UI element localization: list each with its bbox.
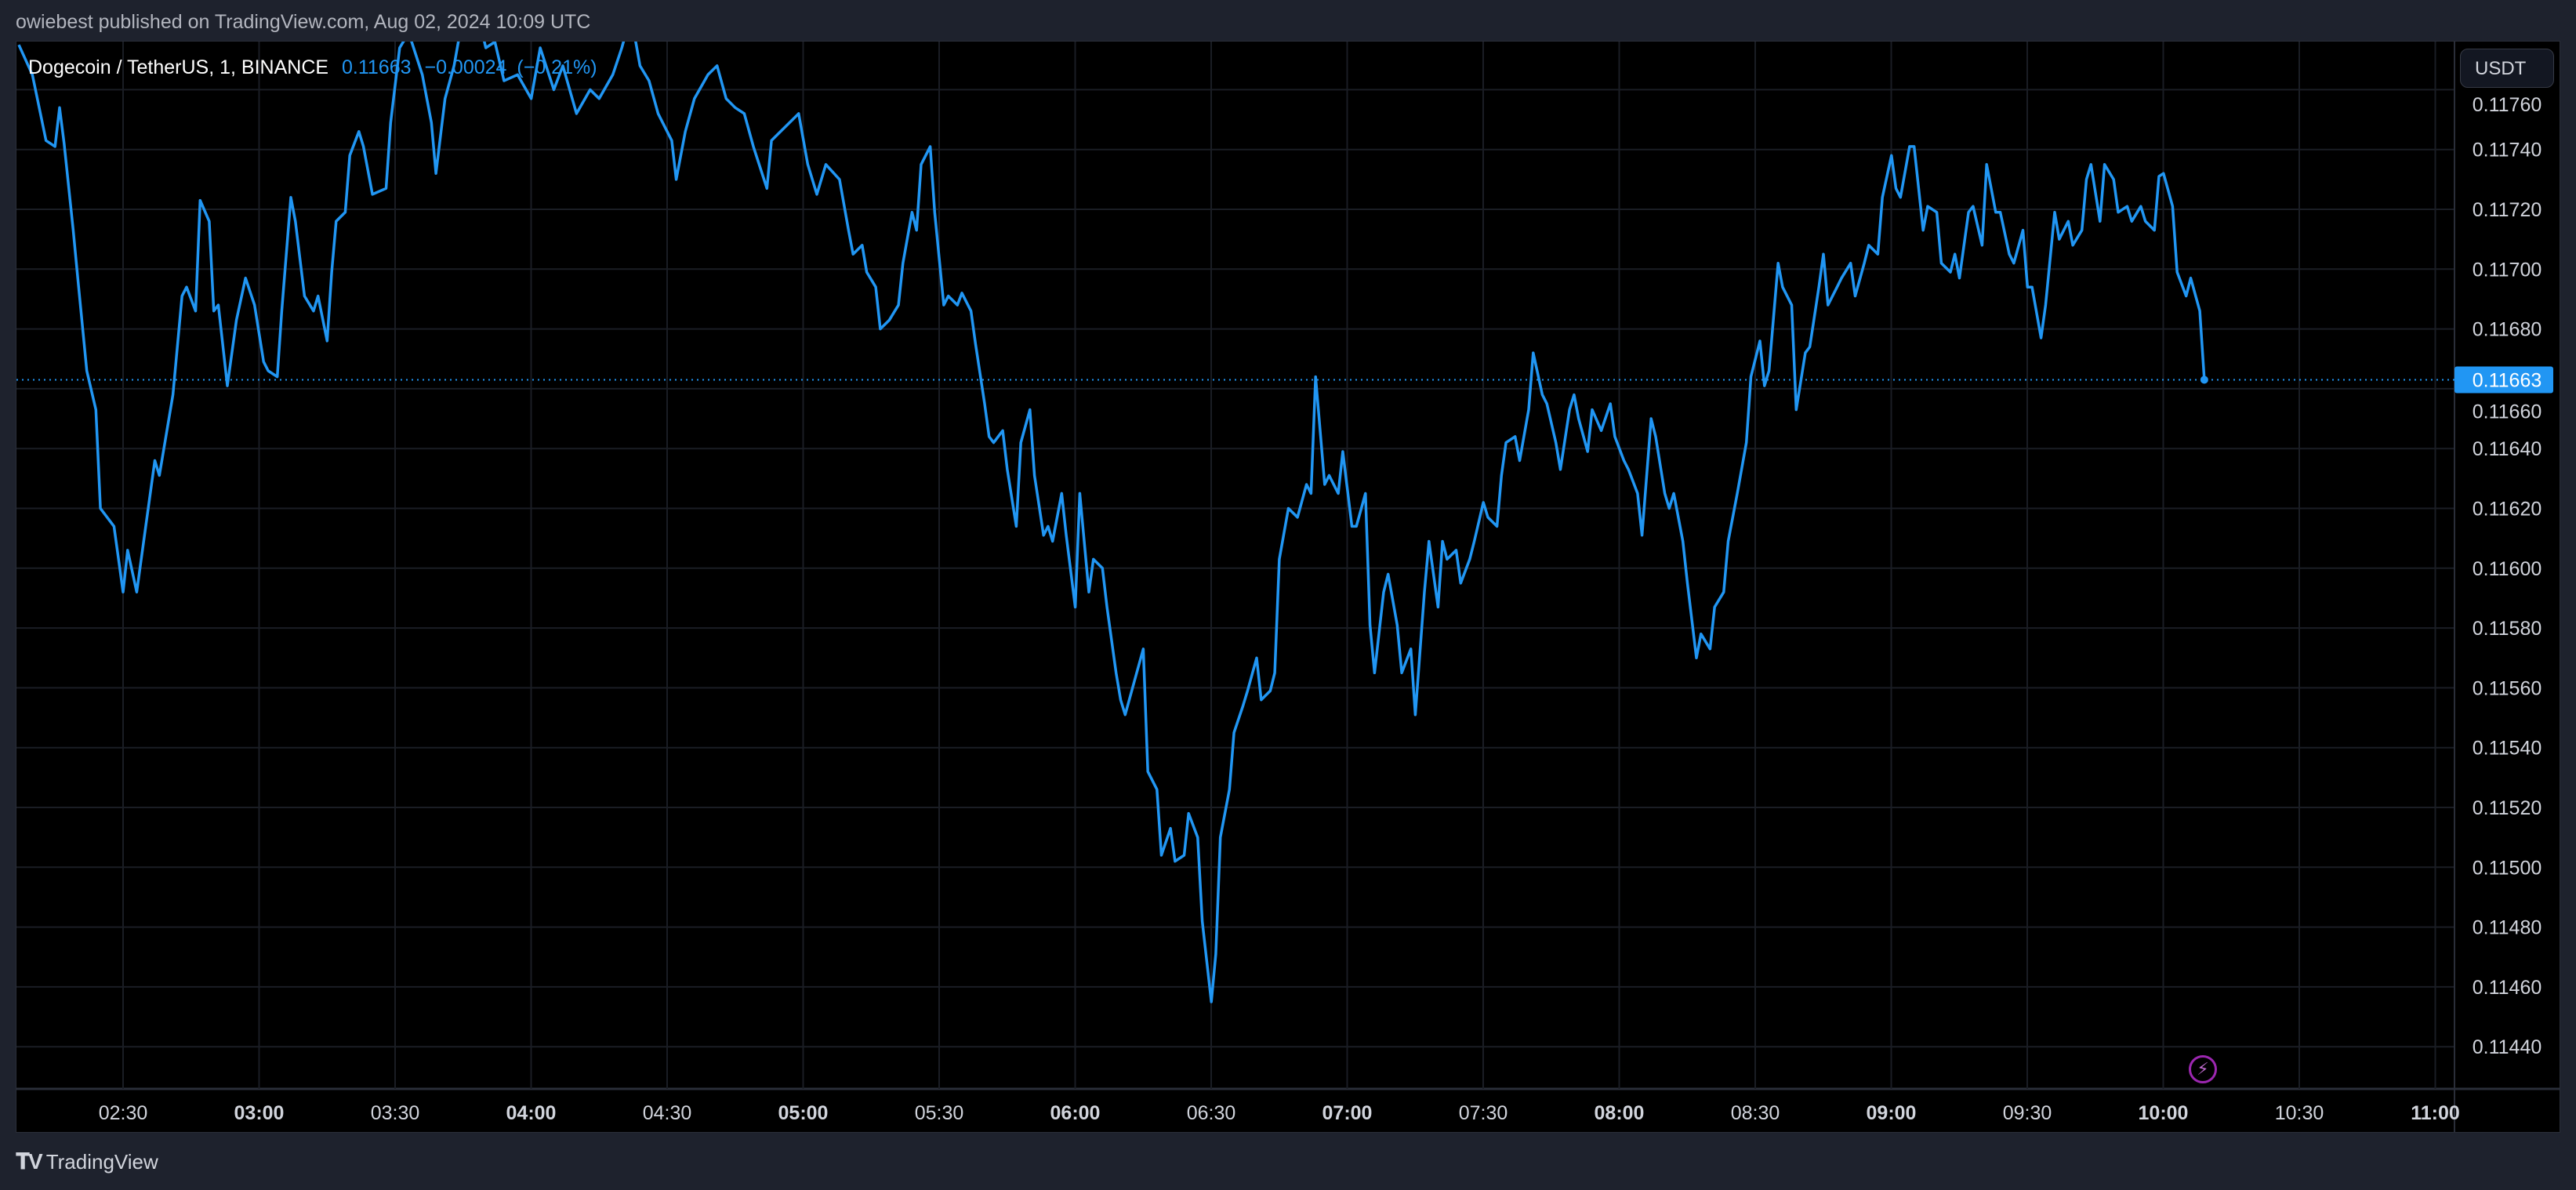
price-tick-label: 0.11760 bbox=[2473, 94, 2542, 116]
time-tick-label: 08:30 bbox=[1731, 1102, 1780, 1124]
time-tick-label: 03:00 bbox=[234, 1102, 285, 1124]
time-tick-label: 09:30 bbox=[2003, 1102, 2052, 1124]
time-tick-label: 06:00 bbox=[1050, 1102, 1101, 1124]
time-tick-label: 06:30 bbox=[1187, 1102, 1236, 1124]
price-tick-label: 0.11700 bbox=[2473, 259, 2542, 281]
time-tick-label: 09:00 bbox=[1867, 1102, 1917, 1124]
time-tick-label: 07:30 bbox=[1459, 1102, 1508, 1124]
currency-button[interactable]: USDT bbox=[2460, 49, 2554, 88]
price-tick-label: 0.11500 bbox=[2473, 857, 2542, 879]
time-tick-label: 05:00 bbox=[778, 1102, 829, 1124]
price-tick-label: 0.11480 bbox=[2473, 917, 2542, 939]
price-tick-label: 0.11440 bbox=[2473, 1036, 2542, 1058]
last-price: 0.11663 bbox=[342, 56, 412, 78]
time-tick-label: 03:30 bbox=[371, 1102, 420, 1124]
time-tick-label: 08:00 bbox=[1595, 1102, 1645, 1124]
brand-name: TradingView bbox=[45, 1150, 158, 1174]
price-change: −0.00024 bbox=[424, 56, 507, 78]
time-tick-label: 10:00 bbox=[2139, 1102, 2189, 1124]
price-tick-label: 0.11520 bbox=[2473, 797, 2542, 819]
price-tick-label: 0.11580 bbox=[2473, 618, 2542, 640]
last-price-point bbox=[2200, 376, 2208, 384]
chart-pane[interactable] bbox=[16, 41, 2560, 1133]
time-tick-label: 04:30 bbox=[643, 1102, 692, 1124]
price-change-pct: (−0.21%) bbox=[517, 56, 597, 78]
price-tick-label: 0.11680 bbox=[2473, 319, 2542, 341]
time-tick-label: 10:30 bbox=[2275, 1102, 2324, 1124]
symbol-legend: Dogecoin / TetherUS, 1, BINANCE 0.11663 … bbox=[28, 56, 597, 79]
last-price-badge bbox=[2454, 366, 2553, 394]
price-series-line bbox=[17, 42, 2206, 1003]
price-tick-label: 0.11460 bbox=[2473, 977, 2542, 999]
lightning-icon[interactable]: ⚡︎ bbox=[2189, 1055, 2217, 1083]
last-price-label: 0.11663 bbox=[2473, 369, 2542, 391]
tradingview-logo-icon: 𝐓V bbox=[16, 1149, 43, 1174]
price-tick-label: 0.11640 bbox=[2473, 438, 2542, 460]
price-tick-label: 0.11720 bbox=[2473, 199, 2542, 221]
price-tick-label: 0.11660 bbox=[2473, 401, 2542, 423]
price-tick-label: 0.11540 bbox=[2473, 738, 2542, 760]
price-tick-label: 0.11620 bbox=[2473, 499, 2542, 521]
time-tick-label: 05:30 bbox=[915, 1102, 964, 1124]
publish-info: owiebest published on TradingView.com, A… bbox=[16, 11, 591, 33]
footer-brand: 𝐓V TradingView bbox=[16, 1149, 158, 1175]
time-tick-label: 04:00 bbox=[506, 1102, 557, 1124]
price-tick-label: 0.11740 bbox=[2473, 140, 2542, 161]
time-tick-label: 11:00 bbox=[2411, 1102, 2460, 1124]
time-tick-label: 02:30 bbox=[99, 1102, 148, 1124]
price-tick-label: 0.11560 bbox=[2473, 677, 2542, 699]
price-tick-label: 0.11600 bbox=[2473, 558, 2542, 580]
time-tick-label: 07:00 bbox=[1322, 1102, 1373, 1124]
symbol-title[interactable]: Dogecoin / TetherUS, 1, BINANCE bbox=[28, 56, 329, 78]
